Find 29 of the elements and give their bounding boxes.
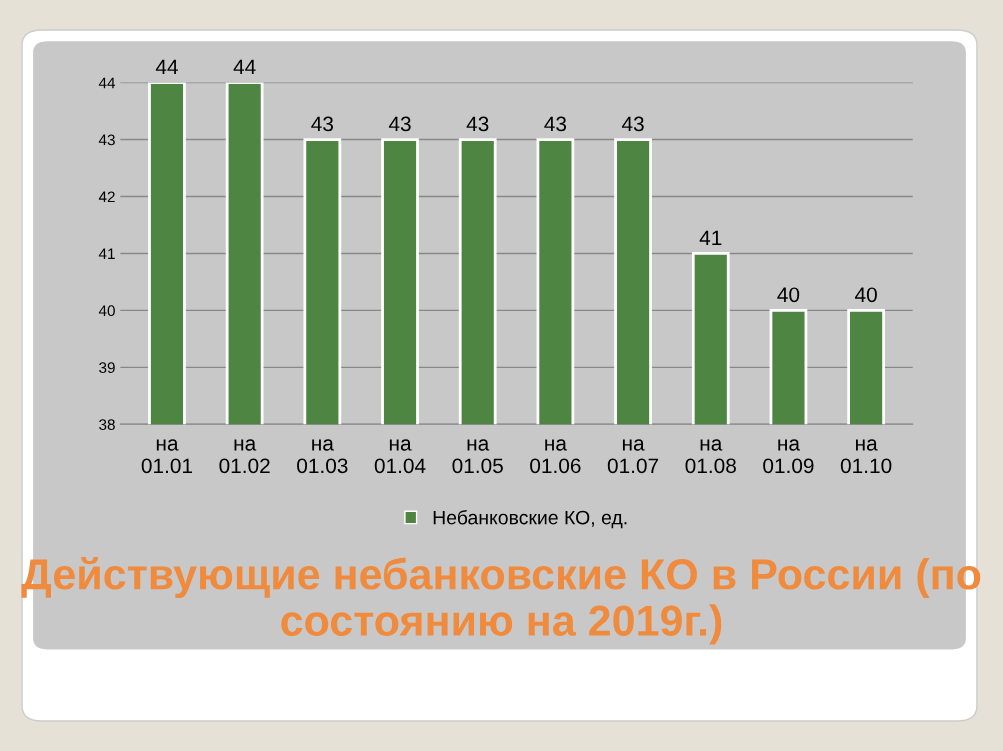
data-label: 44 [233,59,256,75]
data-label: 41 [699,230,722,245]
data-label: 40 [777,287,800,303]
y-tick-label: 40 [98,305,115,317]
x-tick-label: на 01.07 [607,439,659,474]
data-label: 43 [311,116,334,132]
x-tick-label: на 01.05 [452,439,503,474]
y-tick-label: 41 [98,248,115,259]
data-label: 43 [621,116,644,132]
x-tick-label: на 01.09 [763,439,814,474]
x-tick-label: на 01.08 [685,439,736,474]
data-label: 43 [388,116,411,132]
x-tick-label: на 01.04 [374,439,426,474]
x-tick-label: на 01.10 [840,439,892,474]
y-tick-label: 39 [99,362,115,374]
y-tick-label: 42 [98,191,115,203]
data-label: 40 [855,287,877,303]
data-label: 44 [155,59,178,75]
x-tick-label: на 01.01 [141,439,193,474]
legend-label: Небанковские КО, ед. [433,509,627,529]
data-label: 43 [544,116,567,132]
x-tick-label: на 01.06 [530,439,581,474]
x-tick-label: на 01.03 [297,439,348,474]
text: Действующие небанковские КО в России (по состоянию на 2019г.) [21,557,981,645]
x-tick-label: на 01.02 [219,439,270,474]
y-tick-label: 43 [98,134,115,146]
y-tick-label: 38 [99,419,115,430]
data-label: 43 [466,116,489,132]
y-tick-label: 44 [98,77,116,89]
